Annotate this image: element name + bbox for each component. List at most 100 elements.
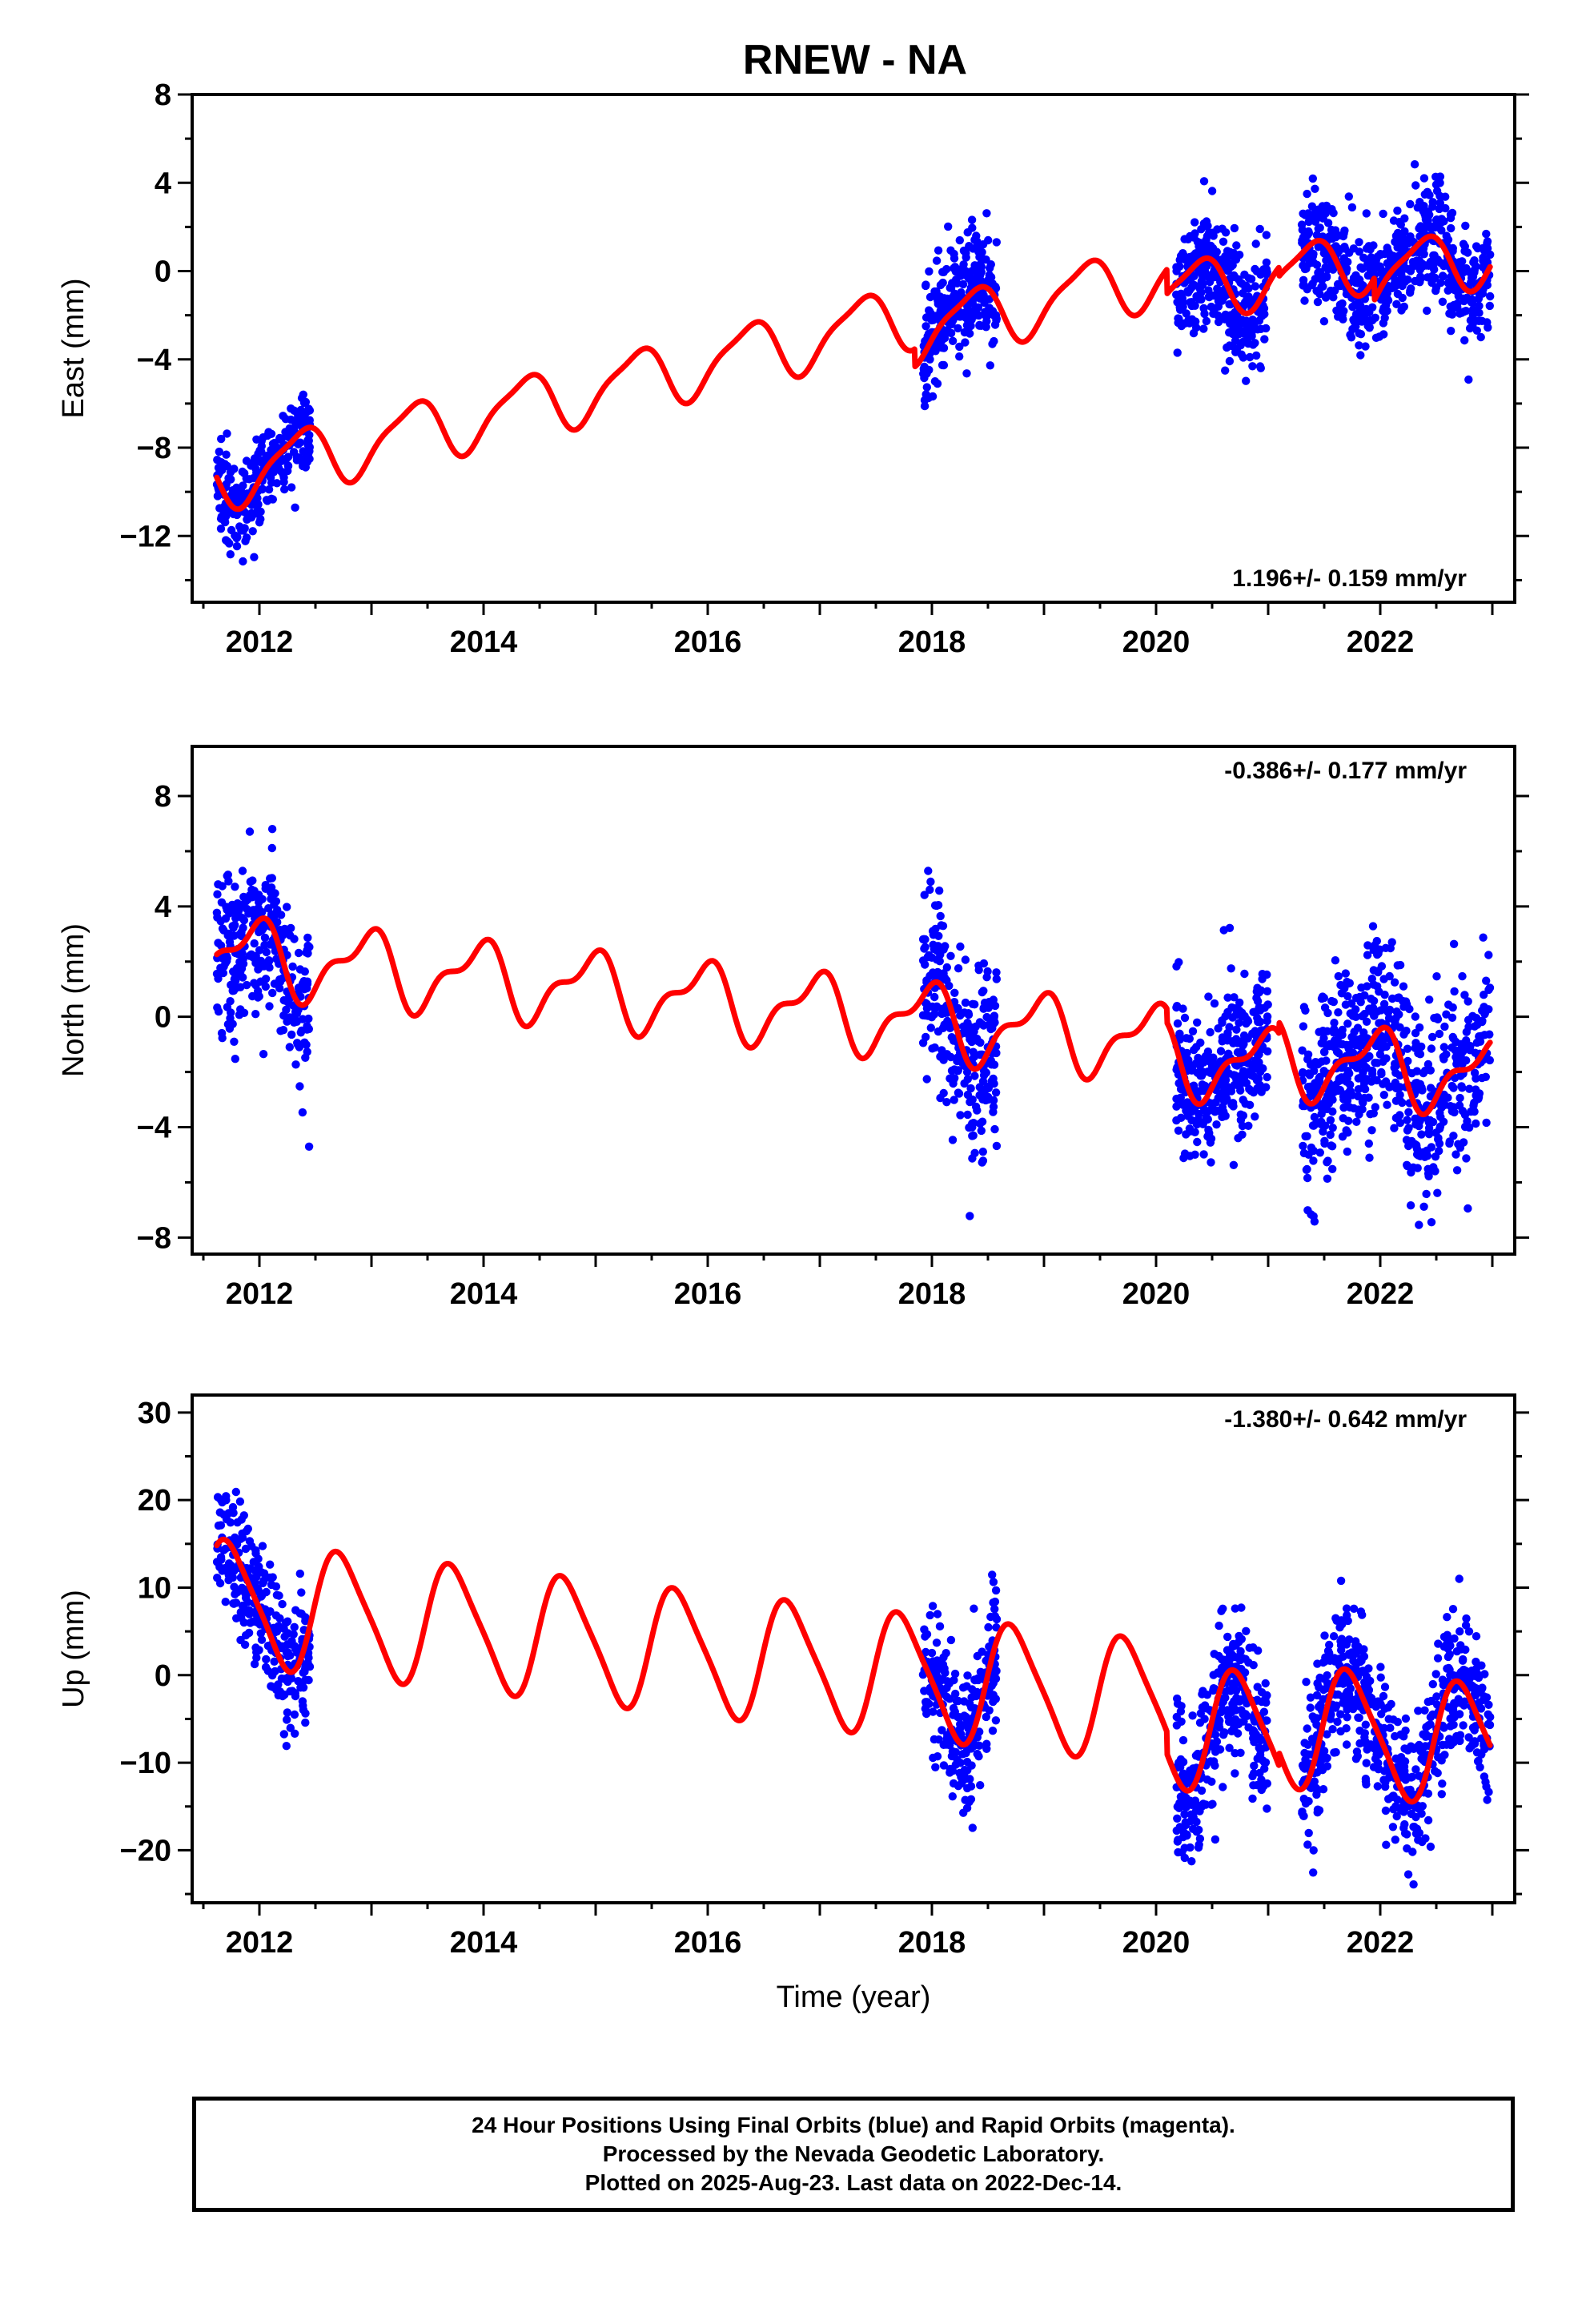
x-tick-label: 2016 bbox=[674, 625, 742, 659]
data-point bbox=[1452, 1059, 1461, 1069]
data-point bbox=[968, 1823, 978, 1832]
data-point bbox=[940, 1008, 950, 1018]
data-point bbox=[232, 533, 241, 543]
data-point bbox=[929, 1753, 938, 1763]
data-point bbox=[1464, 375, 1473, 384]
data-point bbox=[1369, 241, 1378, 250]
data-point bbox=[262, 1655, 271, 1664]
data-point bbox=[992, 975, 1002, 983]
data-point bbox=[1309, 258, 1319, 267]
data-point bbox=[1362, 209, 1371, 218]
data-point bbox=[929, 1657, 938, 1666]
data-point bbox=[962, 1757, 972, 1767]
data-point bbox=[984, 235, 993, 245]
data-point bbox=[1326, 1116, 1335, 1125]
data-point bbox=[219, 926, 228, 935]
data-point bbox=[1426, 1084, 1435, 1092]
data-point bbox=[1385, 1083, 1394, 1092]
data-point bbox=[298, 1108, 307, 1117]
data-point bbox=[255, 927, 263, 937]
data-point bbox=[948, 1767, 958, 1775]
data-point bbox=[1242, 1626, 1251, 1636]
data-point bbox=[956, 271, 966, 280]
data-point bbox=[1304, 217, 1314, 227]
data-point bbox=[248, 953, 258, 962]
data-point bbox=[1457, 1082, 1466, 1091]
data-point bbox=[936, 971, 945, 979]
data-point bbox=[250, 979, 259, 987]
data-point bbox=[1356, 330, 1366, 339]
data-point bbox=[1419, 174, 1429, 183]
data-point bbox=[1483, 1795, 1492, 1804]
data-point bbox=[1403, 1116, 1411, 1124]
data-point bbox=[967, 1693, 976, 1702]
data-point bbox=[984, 275, 994, 284]
data-point bbox=[1467, 1671, 1476, 1680]
data-point bbox=[1342, 1724, 1351, 1733]
data-point bbox=[1419, 1068, 1428, 1078]
data-point bbox=[1435, 1108, 1444, 1117]
data-point bbox=[1455, 1710, 1464, 1719]
data-point bbox=[1411, 1012, 1420, 1021]
data-point bbox=[1195, 295, 1204, 304]
y-tick-label: 10 bbox=[138, 1571, 171, 1605]
data-point bbox=[274, 464, 283, 472]
data-point bbox=[1423, 306, 1431, 316]
data-point bbox=[1248, 362, 1257, 371]
data-point bbox=[1388, 1823, 1398, 1831]
data-point bbox=[1235, 998, 1244, 1007]
data-point bbox=[1213, 225, 1222, 234]
data-point bbox=[1435, 179, 1444, 187]
data-point bbox=[967, 278, 976, 287]
data-point bbox=[1221, 1076, 1231, 1084]
data-point bbox=[1416, 272, 1425, 281]
data-point bbox=[1419, 225, 1428, 234]
data-point bbox=[1343, 977, 1351, 987]
data-point bbox=[1456, 1627, 1464, 1636]
data-point bbox=[1371, 1058, 1379, 1068]
data-point bbox=[291, 417, 300, 426]
data-point bbox=[950, 290, 960, 299]
data-point bbox=[279, 1011, 288, 1020]
data-point bbox=[304, 1024, 313, 1034]
data-point bbox=[262, 496, 271, 505]
data-point bbox=[1342, 1077, 1351, 1086]
data-point bbox=[923, 953, 932, 962]
data-point bbox=[1202, 1800, 1211, 1809]
data-point bbox=[1250, 1738, 1259, 1747]
data-point bbox=[934, 296, 942, 305]
data-point bbox=[940, 294, 949, 303]
data-point bbox=[1218, 1103, 1227, 1112]
data-point bbox=[1262, 265, 1271, 274]
data-point bbox=[1363, 941, 1372, 950]
data-point bbox=[983, 1092, 993, 1102]
data-point bbox=[1445, 1735, 1454, 1743]
north-points bbox=[212, 825, 1495, 1229]
data-point bbox=[1320, 1139, 1329, 1148]
data-point bbox=[239, 1511, 248, 1520]
data-point bbox=[1361, 342, 1370, 351]
data-point bbox=[922, 976, 931, 985]
data-point bbox=[955, 352, 964, 361]
data-point bbox=[1239, 1041, 1247, 1050]
data-point bbox=[1316, 267, 1325, 276]
data-point bbox=[268, 1573, 277, 1582]
data-point bbox=[1343, 1147, 1352, 1156]
data-point bbox=[1421, 215, 1431, 224]
data-point bbox=[1352, 1040, 1362, 1050]
data-point bbox=[279, 1026, 288, 1035]
data-point bbox=[1380, 1767, 1389, 1775]
chart-title: RNEW - NA bbox=[743, 37, 967, 83]
data-point bbox=[1379, 209, 1387, 219]
data-point bbox=[1330, 1019, 1339, 1027]
data-point bbox=[1210, 1105, 1219, 1115]
data-point bbox=[1207, 1061, 1217, 1071]
data-point bbox=[235, 958, 244, 967]
data-point bbox=[1403, 1830, 1411, 1839]
data-point bbox=[1307, 202, 1317, 211]
data-point bbox=[222, 450, 231, 459]
data-point bbox=[1396, 1730, 1405, 1739]
data-point bbox=[1250, 324, 1259, 332]
data-point bbox=[270, 900, 279, 909]
data-point bbox=[1191, 1150, 1199, 1160]
